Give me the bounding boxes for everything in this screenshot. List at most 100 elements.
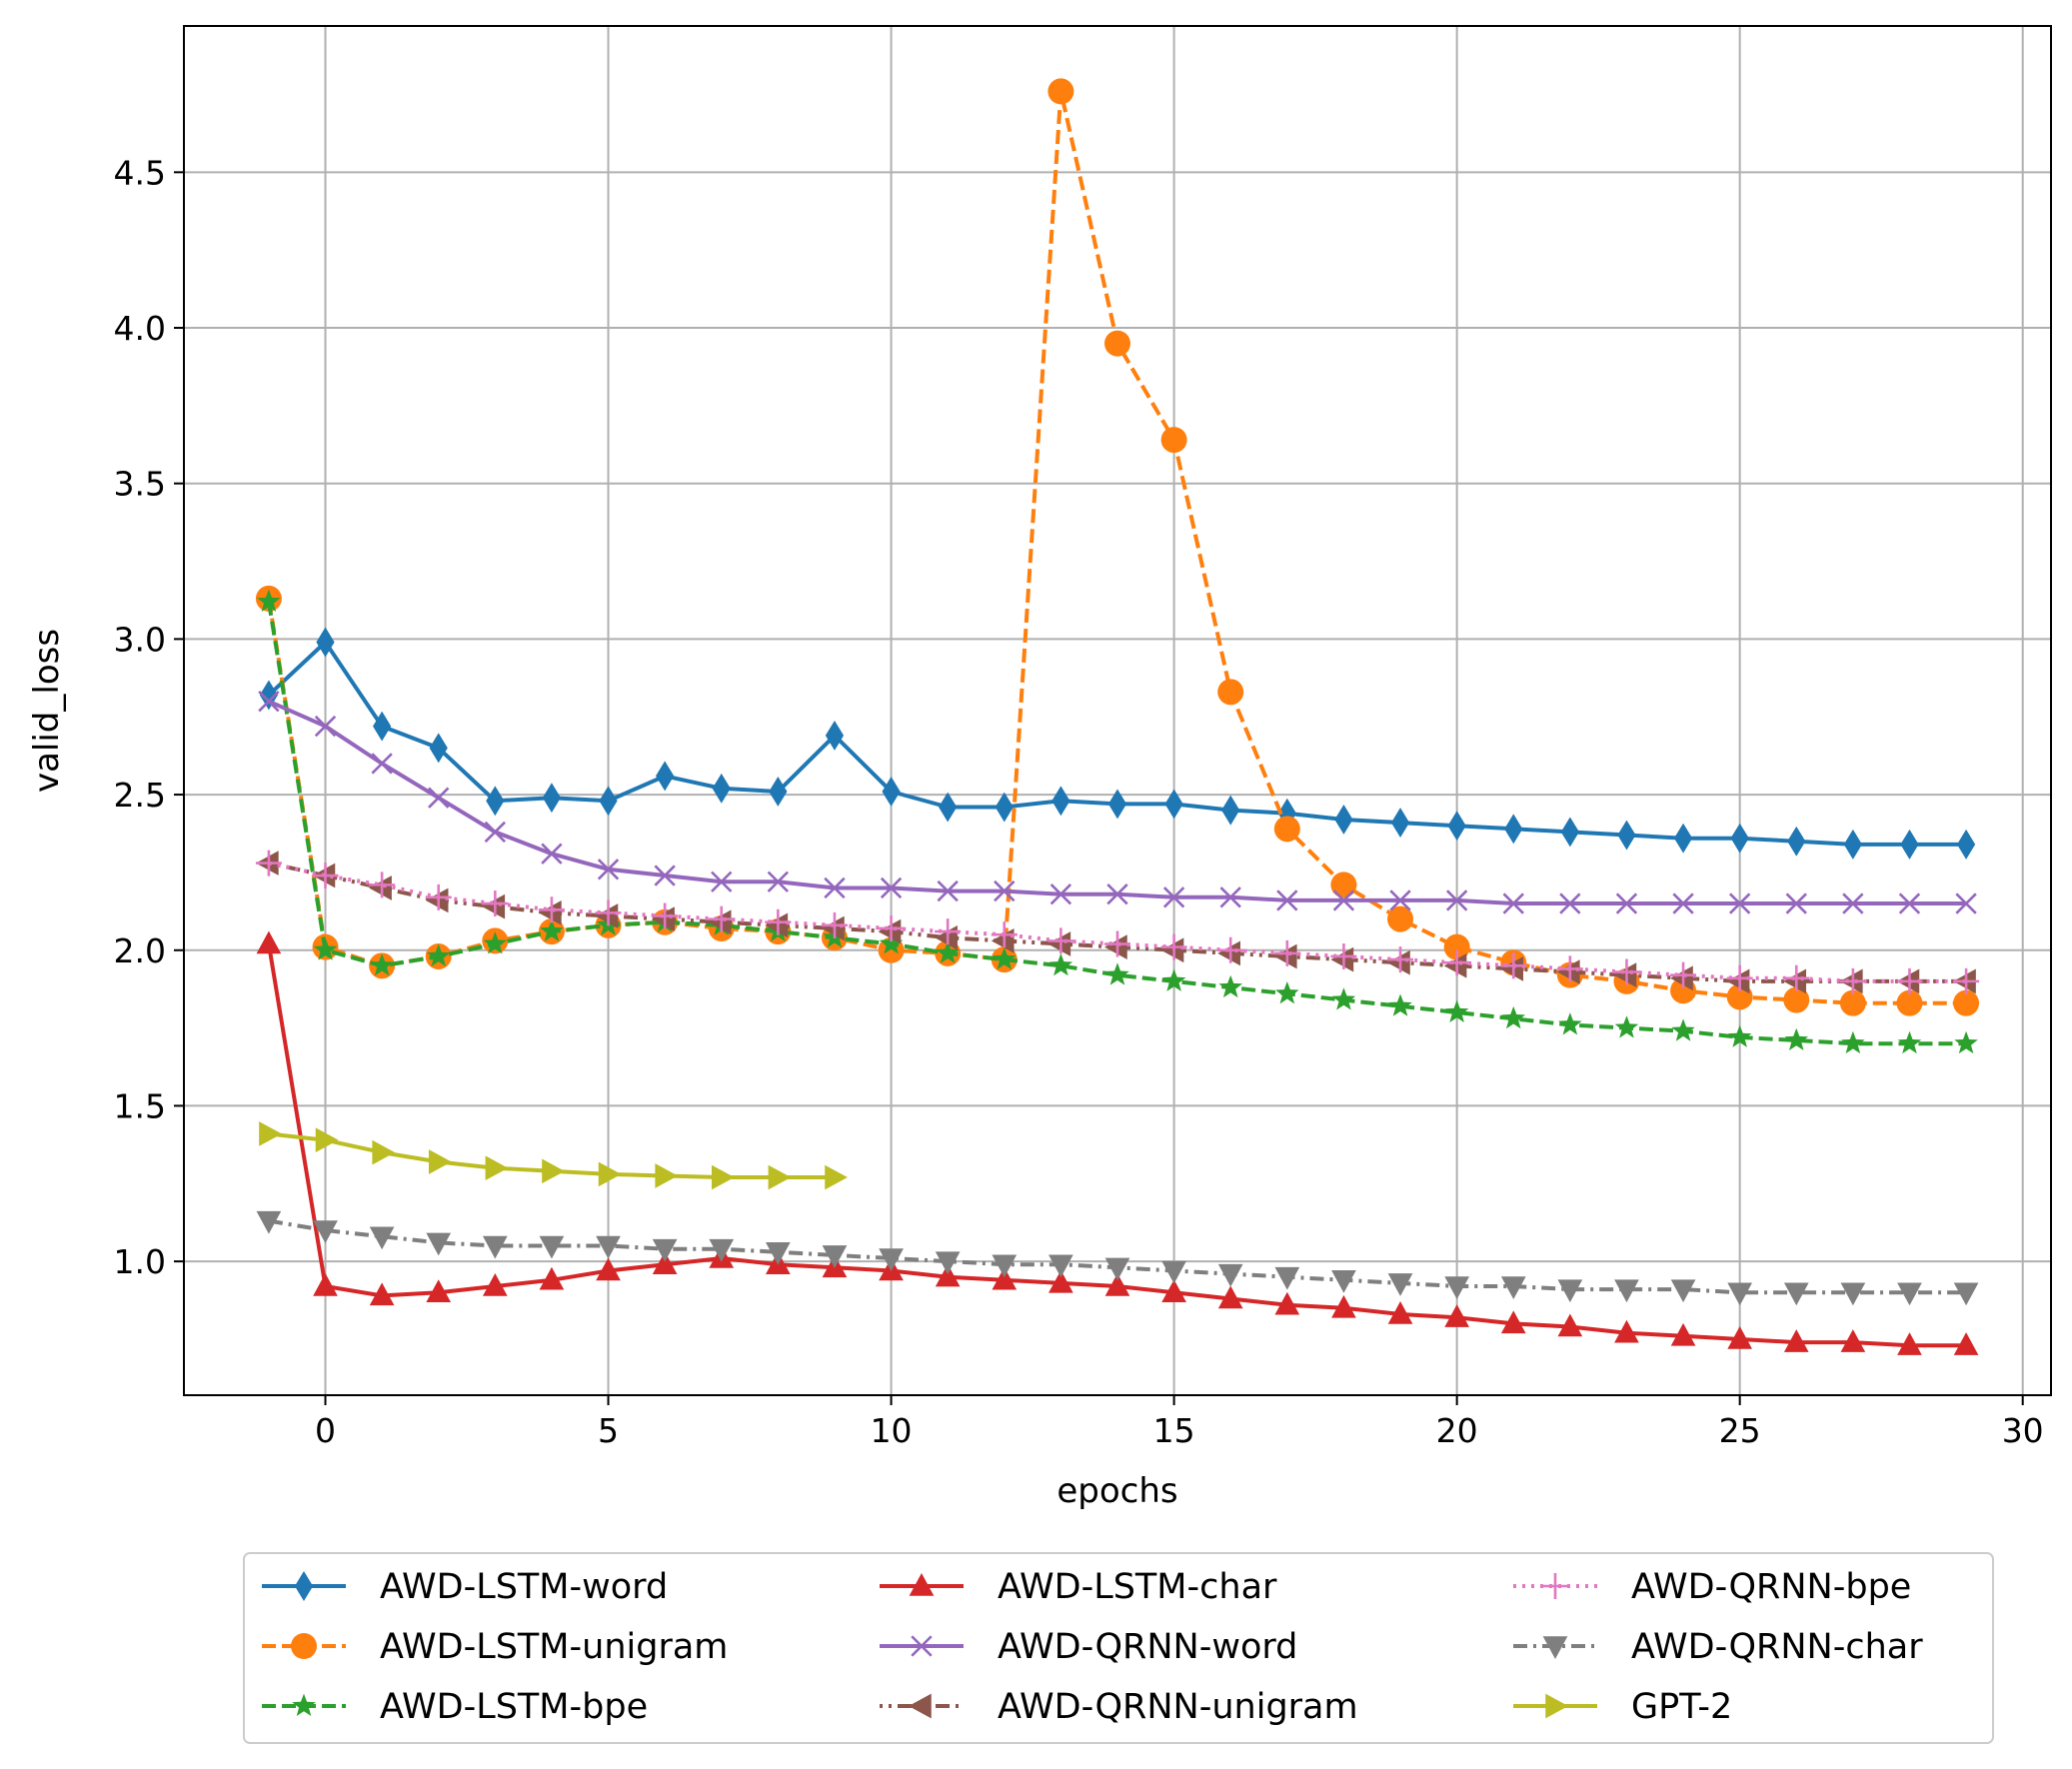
data-point bbox=[1048, 1254, 1073, 1278]
data-point bbox=[994, 880, 1016, 902]
legend-item: AWD-LSTM-char bbox=[880, 1567, 1277, 1607]
data-point bbox=[596, 1257, 621, 1281]
data-point bbox=[255, 850, 282, 877]
data-point bbox=[1670, 1279, 1696, 1303]
data-point bbox=[711, 871, 733, 892]
data-point bbox=[1274, 1266, 1300, 1290]
data-point bbox=[879, 1248, 904, 1271]
y-axis-label: valid_loss bbox=[27, 629, 67, 793]
series-awd-lstm-char bbox=[256, 930, 1979, 1355]
data-point bbox=[656, 761, 675, 792]
data-point bbox=[426, 943, 451, 966]
legend-item: AWD-LSTM-word bbox=[262, 1567, 668, 1607]
data-point bbox=[1900, 829, 1919, 860]
data-point bbox=[1221, 795, 1240, 826]
data-point bbox=[1783, 1282, 1809, 1306]
data-point bbox=[429, 733, 448, 764]
y-tick-label: 2.5 bbox=[114, 776, 166, 815]
data-point bbox=[1051, 786, 1070, 817]
data-point bbox=[1219, 886, 1241, 908]
data-point bbox=[1843, 829, 1862, 860]
data-point bbox=[880, 877, 903, 899]
data-point bbox=[1275, 980, 1299, 1004]
data-point bbox=[1387, 949, 1410, 975]
legend-label: AWD-QRNN-word bbox=[998, 1627, 1297, 1667]
data-point bbox=[538, 900, 562, 925]
data-point bbox=[482, 890, 509, 917]
data-point bbox=[1218, 974, 1242, 998]
data-point bbox=[1897, 1332, 1922, 1355]
data-point bbox=[291, 1633, 317, 1659]
data-point bbox=[878, 918, 902, 944]
data-point bbox=[1048, 1269, 1073, 1293]
data-point bbox=[292, 1693, 316, 1716]
data-point bbox=[1500, 1310, 1526, 1334]
data-point bbox=[1104, 934, 1127, 959]
data-point bbox=[1273, 816, 1300, 843]
data-point bbox=[540, 918, 564, 942]
axis-ticks: 0 5 10 15 20 25 30 1.0 1.5 2.0 2.5 3.0 3.5 4.0 4.5 bbox=[114, 153, 2044, 1450]
legend-item: AWD-QRNN-word bbox=[880, 1627, 1297, 1667]
data-point bbox=[1387, 1273, 1413, 1296]
y-tick-label: 1.0 bbox=[114, 1242, 166, 1281]
legend-label: AWD-QRNN-unigram bbox=[998, 1687, 1358, 1727]
data-point bbox=[1106, 884, 1128, 905]
data-point bbox=[1047, 78, 1074, 105]
data-point bbox=[652, 1238, 678, 1262]
y-tick-label: 4.0 bbox=[114, 309, 166, 348]
data-point bbox=[992, 1266, 1018, 1290]
data-point bbox=[1107, 789, 1127, 820]
data-point bbox=[1842, 892, 1864, 914]
series-awd-lstm-bpe bbox=[257, 589, 1978, 1054]
data-point bbox=[1542, 1573, 1568, 1599]
data-point bbox=[1617, 820, 1636, 851]
x-axis-label: epochs bbox=[1056, 1471, 1177, 1511]
series-gpt-2 bbox=[259, 1121, 848, 1190]
data-point bbox=[1840, 1282, 1866, 1306]
data-point bbox=[315, 1127, 339, 1153]
data-point bbox=[937, 880, 959, 902]
data-point bbox=[1560, 817, 1579, 848]
data-point bbox=[909, 1693, 932, 1719]
data-point bbox=[935, 1251, 961, 1275]
y-tick-label: 3.5 bbox=[114, 465, 166, 504]
data-point bbox=[1447, 811, 1466, 842]
data-point bbox=[712, 773, 731, 804]
data-point bbox=[1387, 946, 1414, 973]
data-point bbox=[708, 905, 735, 932]
data-point bbox=[1217, 1263, 1243, 1287]
data-point bbox=[1334, 805, 1353, 835]
legend-item: AWD-QRNN-unigram bbox=[880, 1687, 1358, 1727]
legend-label: AWD-LSTM-bpe bbox=[380, 1687, 648, 1727]
data-point bbox=[1273, 939, 1300, 966]
data-point bbox=[1273, 943, 1297, 969]
data-point bbox=[1954, 1030, 1978, 1054]
data-point bbox=[1217, 679, 1244, 706]
data-point bbox=[313, 1220, 338, 1243]
data-point bbox=[1500, 1276, 1526, 1300]
legend-label: AWD-QRNN-bpe bbox=[1631, 1567, 1911, 1607]
data-point bbox=[595, 899, 622, 926]
data-point bbox=[1331, 987, 1356, 1010]
data-point bbox=[1164, 789, 1183, 820]
data-point bbox=[1542, 1636, 1568, 1659]
data-point bbox=[258, 690, 280, 713]
data-point bbox=[821, 915, 845, 941]
data-point bbox=[765, 912, 789, 938]
data-point bbox=[1104, 1257, 1130, 1281]
data-point bbox=[373, 711, 392, 742]
legend-label: AWD-QRNN-char bbox=[1631, 1627, 1923, 1667]
data-point bbox=[1330, 872, 1357, 898]
data-point bbox=[1613, 958, 1640, 985]
data-point bbox=[1217, 940, 1240, 966]
data-point bbox=[1953, 1282, 1979, 1306]
series-layer bbox=[255, 78, 1980, 1355]
data-point bbox=[541, 843, 563, 865]
data-point bbox=[1161, 968, 1186, 991]
data-point bbox=[257, 589, 281, 613]
data-point bbox=[1896, 989, 1923, 1016]
data-point bbox=[1784, 1027, 1809, 1051]
data-point bbox=[1330, 946, 1354, 972]
data-point bbox=[425, 884, 452, 910]
